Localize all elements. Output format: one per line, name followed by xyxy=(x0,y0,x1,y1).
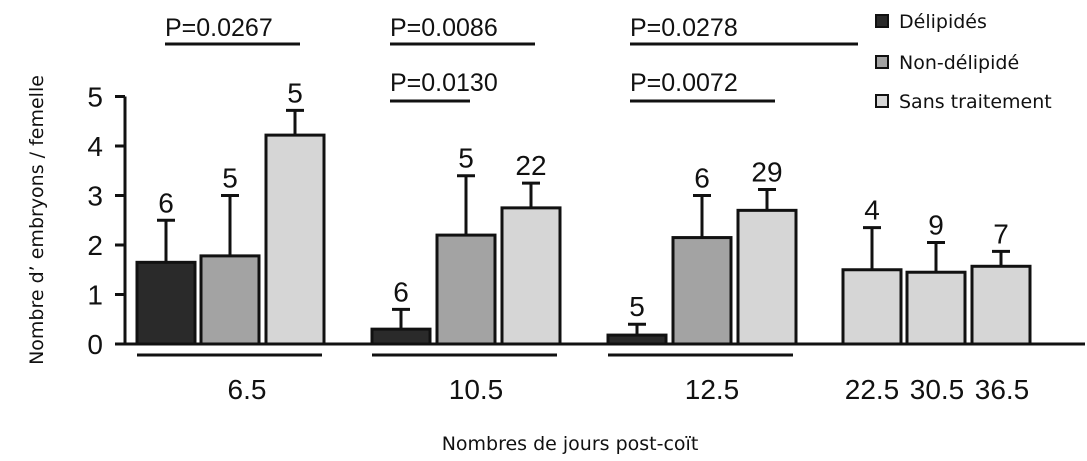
p-value-annotations: P=0.0267 P=0.0086 P=0.0130 P=0.0278 P=0.0072 xyxy=(165,14,858,103)
sample-size-label: 5 xyxy=(222,163,238,194)
chart-axes: 0 1 2 3 4 5 6.5 10.5 12.5 22.5 30.5 36.5 xyxy=(87,82,1085,405)
x-tick-label: 36.5 xyxy=(975,374,1030,405)
bar-10.5-délipidés xyxy=(370,327,432,346)
y-tick-label: 0 xyxy=(87,329,103,360)
bar-6.5-délipidés xyxy=(135,260,197,346)
sample-size-label: 6 xyxy=(393,276,409,307)
p-value-label: P=0.0072 xyxy=(630,69,738,97)
x-tick-label: 30.5 xyxy=(910,374,965,405)
bar-10.5-sans-traitement xyxy=(500,206,562,346)
p-value-label: P=0.0267 xyxy=(165,14,273,42)
chart-legend: Délipidés Non-délipidé Sans traitement xyxy=(875,11,1052,113)
y-axis-label: Nombre d’ embryons / femelle xyxy=(26,75,48,365)
bar-12.5-sans-traitement xyxy=(736,208,798,346)
legend-swatch-non-délipidé xyxy=(875,55,889,69)
legend-swatch-sans-traitement xyxy=(875,94,889,108)
x-tick-label: 6.5 xyxy=(228,374,267,405)
chart-bars: 6 5 5 6 5 22 5 6 29 4 9 7 xyxy=(135,77,1032,346)
x-axis-label: Nombres de jours post-coït xyxy=(442,433,699,455)
bar-6.5-non-délipidé xyxy=(199,254,261,346)
bar-10.5-non-délipidé xyxy=(435,233,497,346)
sample-size-label: 22 xyxy=(515,150,546,181)
bar-12.5-délipidés xyxy=(606,333,668,346)
legend-entry-label: Sans traitement xyxy=(899,91,1052,113)
x-tick-label: 22.5 xyxy=(845,374,900,405)
sample-size-label: 5 xyxy=(629,291,645,322)
x-tick-label: 10.5 xyxy=(449,374,504,405)
y-tick-label: 2 xyxy=(87,230,103,261)
legend-entry-label: Délipidés xyxy=(899,11,987,33)
sample-size-label: 29 xyxy=(751,157,782,188)
y-tick-label: 3 xyxy=(87,181,103,212)
bar-22.5-sans-traitement xyxy=(841,268,903,346)
sample-size-label: 7 xyxy=(993,218,1009,249)
bar-6.5-sans-traitement xyxy=(264,133,326,346)
sample-size-label: 9 xyxy=(928,210,944,241)
p-value-label: P=0.0130 xyxy=(390,69,498,97)
sample-size-label: 5 xyxy=(458,143,474,174)
sample-size-label: 4 xyxy=(864,195,880,226)
y-tick-label: 4 xyxy=(87,131,103,162)
bar-30.5-sans-traitement xyxy=(905,270,967,346)
sample-size-label: 5 xyxy=(287,77,303,108)
sample-size-label: 6 xyxy=(694,163,710,194)
sample-size-label: 6 xyxy=(158,187,174,218)
bar-12.5-non-délipidé xyxy=(671,236,733,346)
bar-36.5-sans-traitement xyxy=(970,264,1032,346)
legend-swatch-délipidés xyxy=(875,14,889,28)
y-tick-label: 5 xyxy=(87,82,103,113)
p-value-label: P=0.0086 xyxy=(390,14,498,42)
p-value-label: P=0.0278 xyxy=(630,14,738,42)
x-tick-label: 12.5 xyxy=(685,374,740,405)
legend-entry-label: Non-délipidé xyxy=(899,52,1019,74)
y-tick-label: 1 xyxy=(87,280,103,311)
